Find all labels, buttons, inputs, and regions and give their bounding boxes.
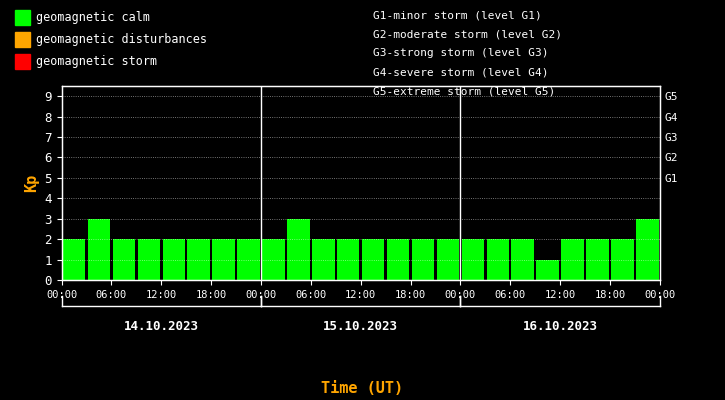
Bar [337, 239, 360, 280]
Bar [511, 239, 534, 280]
Text: G4-severe storm (level G4): G4-severe storm (level G4) [373, 68, 549, 78]
Text: G3-strong storm (level G3): G3-strong storm (level G3) [373, 48, 549, 58]
Bar [412, 239, 434, 280]
Bar [387, 239, 410, 280]
Bar [312, 239, 334, 280]
Text: 15.10.2023: 15.10.2023 [323, 320, 398, 333]
Text: Time (UT): Time (UT) [321, 381, 404, 396]
Bar [262, 239, 285, 280]
Bar [138, 239, 160, 280]
Bar [462, 239, 484, 280]
Bar [486, 239, 509, 280]
Bar [88, 219, 110, 280]
Text: G2-moderate storm (level G2): G2-moderate storm (level G2) [373, 29, 563, 39]
Bar [188, 239, 210, 280]
Bar [561, 239, 584, 280]
Bar [436, 239, 459, 280]
Y-axis label: Kp: Kp [24, 174, 39, 192]
Bar [587, 239, 609, 280]
Text: G5-extreme storm (level G5): G5-extreme storm (level G5) [373, 87, 555, 97]
Bar [162, 239, 185, 280]
Bar [212, 239, 235, 280]
Bar [63, 239, 86, 280]
Bar [611, 239, 634, 280]
Bar [112, 239, 135, 280]
Bar [237, 239, 260, 280]
Bar [636, 219, 658, 280]
Text: 14.10.2023: 14.10.2023 [124, 320, 199, 333]
Bar [536, 260, 559, 280]
Bar [287, 219, 310, 280]
Text: geomagnetic calm: geomagnetic calm [36, 11, 150, 24]
Text: geomagnetic disturbances: geomagnetic disturbances [36, 33, 207, 46]
Bar [362, 239, 384, 280]
Text: geomagnetic storm: geomagnetic storm [36, 55, 157, 68]
Text: 16.10.2023: 16.10.2023 [523, 320, 597, 333]
Text: G1-minor storm (level G1): G1-minor storm (level G1) [373, 10, 542, 20]
